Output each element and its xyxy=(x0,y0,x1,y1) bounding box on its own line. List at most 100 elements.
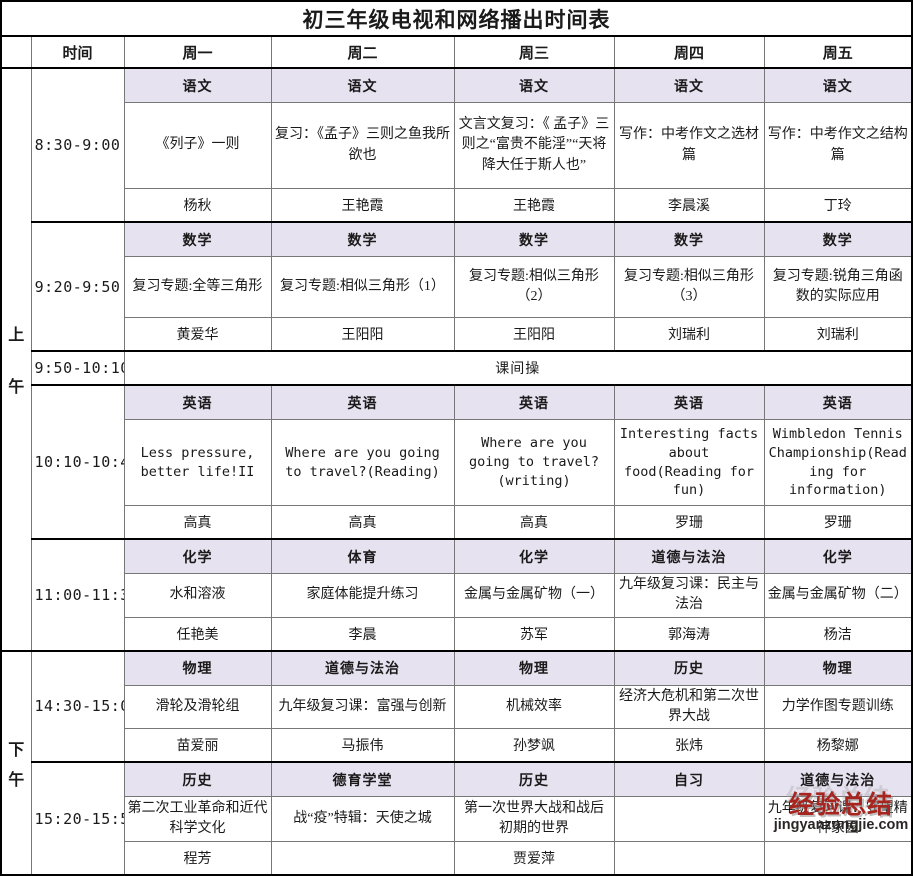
subject-cell: 化学 xyxy=(453,538,615,574)
teacher-cell: 丁玲 xyxy=(763,188,913,223)
content-cell: 复习专题:相似三角形（1） xyxy=(270,256,455,318)
teacher-cell: 罗珊 xyxy=(613,505,765,540)
break-cell: 课间操 xyxy=(123,350,913,386)
subject-cell: 道德与法治 xyxy=(613,538,765,574)
subject-cell: 数学 xyxy=(453,221,615,257)
session-char: 午 xyxy=(8,379,25,397)
teacher-cell: 王艳霞 xyxy=(270,188,455,223)
content-cell: 复习专题:相似三角形（3） xyxy=(613,256,765,318)
content-cell: 金属与金属矿物（二） xyxy=(763,573,913,618)
teacher-cell: 苗爱丽 xyxy=(123,728,272,763)
teacher-cell: 刘瑞利 xyxy=(763,317,913,352)
content-cell: 《列子》一则 xyxy=(123,102,272,189)
content-cell: 复习专题:相似三角形（2） xyxy=(453,256,615,318)
content-cell: Less pressure, better life!II xyxy=(123,419,272,506)
content-cell: 复习专题:锐角三角函数的实际应用 xyxy=(763,256,913,318)
teacher-cell: 王阳阳 xyxy=(270,317,455,352)
teacher-cell: 王阳阳 xyxy=(453,317,615,352)
time-cell: 9:20-9:50 xyxy=(30,221,125,352)
teacher-cell: 高真 xyxy=(270,505,455,540)
teacher-cell: 杨秋 xyxy=(123,188,272,223)
teacher-cell: 张炜 xyxy=(613,728,765,763)
subject-cell: 数学 xyxy=(270,221,455,257)
content-cell: 九年级复习课：富强与创新 xyxy=(270,684,455,730)
subject-cell: 语文 xyxy=(613,67,765,103)
subject-cell: 语文 xyxy=(453,67,615,103)
content-cell: 文言文复习：《 孟子》三则之“富贵不能淫”“天将降大任于斯人也” xyxy=(453,102,615,189)
content-cell: 写作：中考作文之选材篇 xyxy=(613,102,765,189)
content-cell: Where are you going to travel?(Reading) xyxy=(270,419,455,506)
teacher-cell: 黄爱华 xyxy=(123,317,272,352)
teacher-cell: 高真 xyxy=(123,505,272,540)
content-cell: 复习专题:全等三角形 xyxy=(123,256,272,318)
subject-cell: 历史 xyxy=(123,761,272,798)
teacher-cell: 贾爱萍 xyxy=(453,841,615,876)
subject-cell: 语文 xyxy=(763,67,913,103)
teacher-cell: 王艳霞 xyxy=(453,188,615,223)
teacher-cell: 罗珊 xyxy=(763,505,913,540)
teacher-cell: 程芳 xyxy=(123,841,272,876)
content-cell: 战“疫”特辑：天使之城 xyxy=(270,796,455,843)
content-cell: 金属与金属矿物（一） xyxy=(453,573,615,618)
subject-cell: 物理 xyxy=(453,649,615,686)
subject-cell: 道德与法治 xyxy=(270,649,455,686)
day-header-fri: 周五 xyxy=(763,35,913,69)
subject-cell: 体育 xyxy=(270,538,455,574)
subject-cell: 英语 xyxy=(123,384,272,420)
content-cell: 写作：中考作文之结构篇 xyxy=(763,102,913,189)
subject-cell: 历史 xyxy=(613,649,765,686)
content-cell: 第一次世界大战和战后初期的世界 xyxy=(453,796,615,843)
teacher-cell xyxy=(613,841,765,876)
time-cell: 15:20-15:50 xyxy=(30,761,125,876)
content-cell: Interesting facts about food(Reading for… xyxy=(613,419,765,506)
session-char: 下 xyxy=(8,741,25,759)
subject-cell: 历史 xyxy=(453,761,615,798)
teacher-cell: 杨黎娜 xyxy=(763,728,913,763)
teacher-cell xyxy=(763,841,913,876)
subject-cell: 英语 xyxy=(763,384,913,420)
subject-cell: 英语 xyxy=(613,384,765,420)
subject-cell: 语文 xyxy=(123,67,272,103)
subject-cell: 数学 xyxy=(613,221,765,257)
content-cell: 力学作图专题训练 xyxy=(763,684,913,730)
content-cell: 经济大危机和第二次世界大战 xyxy=(613,684,765,730)
content-cell xyxy=(613,796,765,843)
time-cell: 14:30-15:00 xyxy=(30,649,125,763)
subject-cell: 语文 xyxy=(270,67,455,103)
teacher-cell: 李晨 xyxy=(270,616,455,652)
content-cell: Wimbledon Tennis Championship(Reading fo… xyxy=(763,419,913,506)
subject-cell: 道德与法治 xyxy=(763,761,913,798)
teacher-cell: 杨洁 xyxy=(763,616,913,652)
corner-cell xyxy=(0,35,32,69)
day-header-thu: 周四 xyxy=(613,35,765,69)
time-cell: 11:00-11:30 xyxy=(30,538,125,652)
subject-cell: 物理 xyxy=(763,649,913,686)
page-title: 初三年级电视和网络播出时间表 xyxy=(0,0,913,37)
time-cell: 9:50-10:10 xyxy=(30,350,125,386)
teacher-cell: 刘瑞利 xyxy=(613,317,765,352)
time-cell: 8:30-9:00 xyxy=(30,67,125,223)
content-cell: Where are you going to travel?(writing) xyxy=(453,419,615,506)
time-cell: 10:10-10:40 xyxy=(30,384,125,540)
session-char: 上 xyxy=(8,327,25,345)
content-cell: 九年级复习课：守望精神家园 xyxy=(763,796,913,843)
session-char: 午 xyxy=(8,771,25,789)
content-cell: 水和溶液 xyxy=(123,573,272,618)
day-header-tue: 周二 xyxy=(270,35,455,69)
content-cell: 第二次工业革命和近代科学文化 xyxy=(123,796,272,843)
time-column-header: 时间 xyxy=(30,35,125,69)
subject-cell: 德育学堂 xyxy=(270,761,455,798)
subject-cell: 化学 xyxy=(123,538,272,574)
subject-cell: 英语 xyxy=(453,384,615,420)
teacher-cell: 李晨溪 xyxy=(613,188,765,223)
content-cell: 家庭体能提升练习 xyxy=(270,573,455,618)
teacher-cell: 高真 xyxy=(453,505,615,540)
content-cell: 九年级复习课：民主与法治 xyxy=(613,573,765,618)
subject-cell: 数学 xyxy=(763,221,913,257)
teacher-cell: 孙梦飒 xyxy=(453,728,615,763)
content-cell: 复习：《孟子》三则之鱼我所欲也 xyxy=(270,102,455,189)
session-label-morning: 上 午 xyxy=(0,67,32,652)
subject-cell: 物理 xyxy=(123,649,272,686)
